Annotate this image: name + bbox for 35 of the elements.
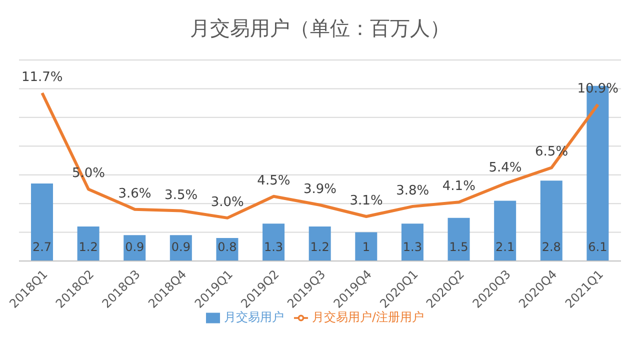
data-label: 6.1 (588, 240, 608, 254)
data-label: 1 (362, 240, 370, 254)
bar (540, 180, 562, 261)
data-label: 1.2 (78, 240, 98, 254)
data-label: 0.9 (171, 240, 190, 254)
data-label: 1.5 (449, 240, 468, 254)
bar (262, 224, 285, 261)
data-label: 4.1% (442, 179, 476, 194)
bar (31, 183, 53, 261)
bar (494, 200, 516, 261)
data-label: 3.9% (303, 182, 337, 198)
data-label: 1.2 (310, 240, 330, 254)
legend-label: 月交易用户/注册用户 (312, 310, 424, 324)
data-label: 2.8 (542, 240, 561, 254)
data-label: 3.6% (118, 186, 152, 202)
data-label: 4.5% (257, 173, 290, 188)
legend-label: 月交易用户 (224, 310, 284, 324)
data-label: 2.7 (32, 240, 52, 254)
bar (355, 232, 378, 261)
data-label: 0.8 (218, 240, 237, 254)
bar (308, 226, 331, 261)
chart-title: 月交易用户（单位：百万人） (189, 15, 451, 42)
bar (401, 224, 424, 261)
data-label: 3.8% (396, 183, 430, 198)
bar (77, 226, 100, 261)
data-label: 11.7% (22, 70, 63, 86)
data-label: 2.1 (496, 240, 515, 254)
data-label: 3.0% (210, 194, 244, 210)
data-label: 3.5% (164, 188, 198, 203)
data-label: 3.1% (350, 193, 383, 208)
data-label: 1.3 (264, 240, 284, 254)
bar (448, 218, 470, 261)
data-label: 1.3 (402, 240, 422, 254)
data-label: 0.9 (125, 240, 144, 254)
data-label: 5.4% (488, 160, 522, 176)
